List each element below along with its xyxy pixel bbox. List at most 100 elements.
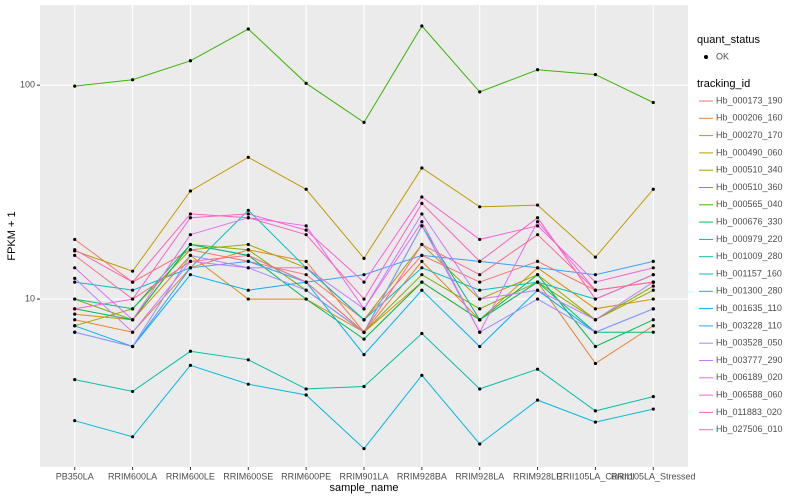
legend-label: Hb_001635_110 [716,303,782,313]
point [362,352,366,357]
point [478,237,482,242]
point [246,242,250,247]
point [420,331,424,336]
point [420,280,424,284]
point [535,297,540,301]
point [246,266,250,270]
point [420,201,424,206]
legend-label: Hb_003228_110 [716,320,782,330]
point [188,253,193,257]
point [73,312,77,316]
point [304,280,308,284]
legend-label: OK [716,51,729,61]
point [593,255,598,259]
legend-label: Hb_027506_010 [716,424,783,434]
point [478,387,482,391]
point [130,435,135,439]
point [246,155,250,159]
point [362,120,366,124]
point [362,307,366,311]
point [73,266,77,270]
x-axis-label: sample_name [329,482,398,494]
x-tick-label: RRIM928BA [397,471,447,481]
point [304,187,308,191]
point [651,324,655,328]
point [651,280,655,284]
point [593,344,598,349]
point [130,307,135,311]
point [651,259,655,263]
point [304,224,308,228]
point [362,384,366,389]
legend-title: tracking_id [697,78,750,90]
x-tick-label: RRIM600SE [223,471,273,481]
x-tick-label: RRIM928LA [455,471,504,481]
legend-title: quant_status [697,34,760,46]
point [651,284,655,288]
point [246,216,250,220]
point [593,288,598,292]
point [304,393,308,397]
x-tick-label: RRII105LA_Stressed [611,471,696,481]
point [478,344,482,349]
point [246,358,250,362]
point [478,318,482,322]
point [593,307,598,311]
point [188,273,193,277]
point [420,166,424,170]
point [651,318,655,322]
legend-label: Hb_000510_360 [716,182,783,192]
point [420,24,424,28]
point [535,233,540,237]
point [535,203,540,207]
point [246,248,250,252]
point [535,273,540,277]
point [478,259,482,263]
legend-label: Hb_001157_160 [716,268,782,278]
point [420,220,424,224]
point [593,420,598,424]
point [478,297,482,301]
legend-label: Hb_000565_040 [716,199,783,209]
point [420,242,424,247]
point [73,419,77,423]
point [304,387,308,391]
point [362,318,366,322]
point [593,318,598,322]
point [535,259,540,263]
point [593,361,598,366]
point [188,259,193,263]
x-tick-label: RRIM928LE [513,471,562,481]
y-tick-label: 100 [20,80,35,90]
legend-label: Hb_000490_060 [716,147,783,157]
point [246,288,250,292]
point [420,253,424,257]
point [535,266,540,270]
point [130,78,135,82]
legend-point [704,55,708,59]
x-tick-label: RRIM901LA [339,471,388,481]
point [478,330,482,334]
point [246,212,250,216]
point [420,224,424,228]
point [420,266,424,270]
point [478,90,482,94]
point [478,280,482,284]
point [593,297,598,301]
point [420,273,424,277]
point [188,212,193,216]
point [420,195,424,199]
point [130,318,135,322]
point [188,242,193,247]
y-tick-label: 10 [25,293,35,303]
point [73,297,77,301]
point [651,330,655,334]
point [130,280,135,284]
point [651,307,655,311]
point [593,280,598,284]
point [651,297,655,301]
point [130,330,135,334]
point [362,330,366,334]
point [478,307,482,311]
point [246,253,250,257]
